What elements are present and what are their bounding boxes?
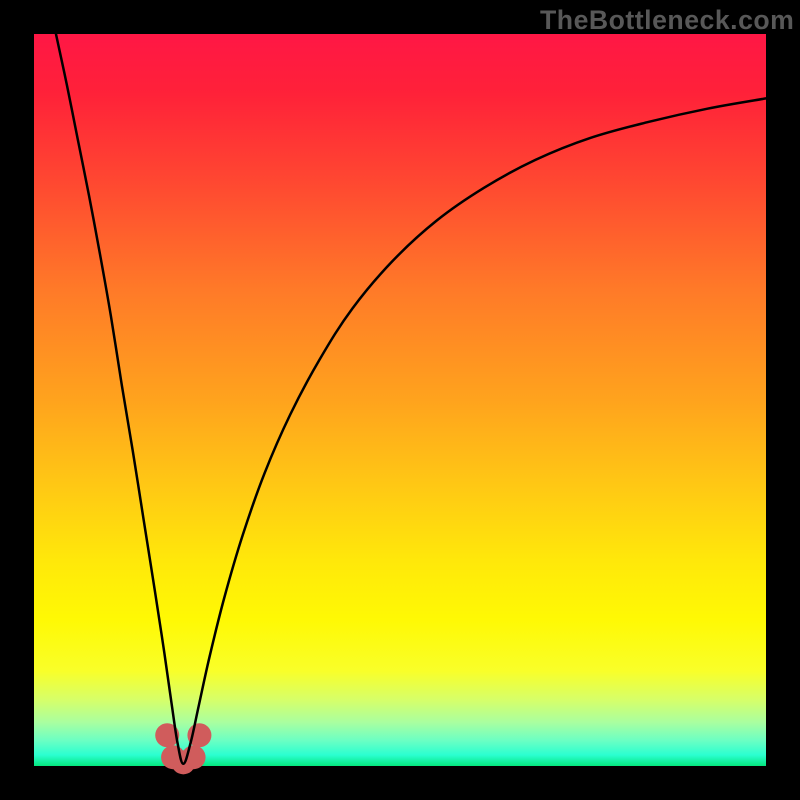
- bottleneck-marker: [182, 745, 206, 769]
- watermark-text: TheBottleneck.com: [540, 5, 794, 36]
- chart-frame: TheBottleneck.com: [0, 0, 800, 800]
- bottleneck-chart: [0, 0, 800, 800]
- chart-gradient-background: [34, 34, 766, 766]
